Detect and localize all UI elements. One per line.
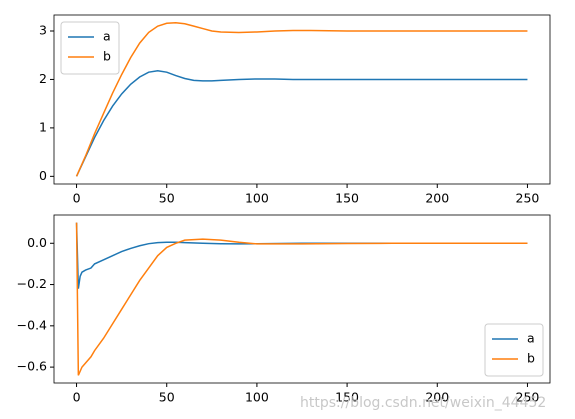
line — [75, 222, 528, 289]
x-tick-label: 250 — [516, 191, 540, 206]
axes: 0 50 100 150 200 250 0 1 2 3 ab — [39, 14, 551, 206]
x-tick-label: 100 — [245, 191, 269, 206]
x-tick-label: 0 — [73, 191, 81, 206]
y-tick-label: −0.2 — [17, 276, 47, 291]
x-tick-label: 0 — [73, 390, 81, 405]
y-tick-label: −0.6 — [17, 359, 47, 374]
y-tick-label: −0.4 — [17, 317, 47, 332]
y-tick-label: 2 — [39, 71, 47, 86]
line — [75, 21, 528, 177]
x-tick-label: 50 — [159, 390, 175, 405]
line — [75, 222, 528, 376]
line — [75, 69, 528, 177]
x-tick-label: 150 — [335, 191, 359, 206]
axes-frame — [53, 14, 551, 185]
legend-label: b — [103, 49, 111, 64]
legend-box — [60, 21, 120, 75]
watermark: https://blog.csdn.net/weixin_44452 — [300, 395, 546, 411]
x-tick-label: 250 — [516, 390, 540, 405]
legend-box — [484, 323, 544, 377]
y-tick-label: 0 — [39, 168, 47, 183]
x-tick-label: 200 — [425, 191, 449, 206]
axes-frame — [53, 214, 551, 384]
legend: ab — [60, 21, 120, 75]
y-tick-label: 1 — [39, 119, 47, 134]
legend-label: b — [527, 351, 535, 366]
y-tick-label: 0.0 — [27, 235, 47, 250]
x-tick-label: 150 — [335, 390, 359, 405]
x-tick-label: 100 — [245, 390, 269, 405]
legend-label: a — [103, 29, 111, 44]
axes: 0 50 100 150 200 250 −0.6 −0.4 −0.2 0.0 ab — [17, 214, 551, 405]
legend-label: a — [527, 331, 535, 346]
y-tick-label: 3 — [39, 22, 47, 37]
x-tick-label: 50 — [159, 191, 175, 206]
legend: ab — [484, 323, 544, 377]
x-tick-label: 200 — [425, 390, 449, 405]
